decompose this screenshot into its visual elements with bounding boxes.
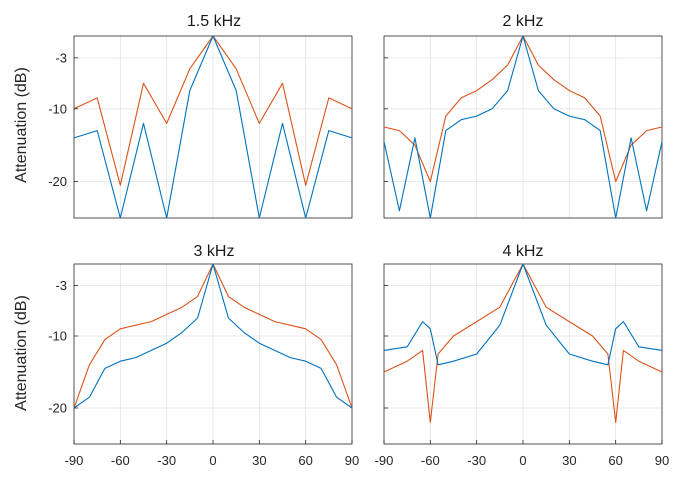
series-line-blue — [73, 263, 353, 409]
gridlines — [74, 36, 352, 218]
series-group — [383, 263, 663, 423]
subplot-1-5khz: 1.5 kHz Attenuation (dB) -3 -10 -20 — [13, 13, 353, 219]
series-group — [383, 35, 663, 219]
gridlines — [384, 36, 662, 218]
plot-area[interactable] — [73, 263, 353, 445]
subplot-title: 3 kHz — [194, 243, 235, 260]
x-tick-label: -30 — [467, 453, 486, 468]
x-tick-label: 30 — [562, 453, 576, 468]
y-tick-label: -20 — [48, 174, 67, 189]
series-group — [73, 35, 353, 219]
y-tick-labels: -3 -10 -20 — [48, 278, 78, 416]
y-tick-label: -3 — [55, 50, 67, 65]
x-tick-label: 0 — [209, 453, 216, 468]
series-group — [73, 263, 353, 409]
x-tick-label: -60 — [421, 453, 440, 468]
x-tick-labels: -90 -60 -30 0 30 60 90 — [375, 440, 669, 468]
y-tick-label: -3 — [55, 278, 67, 293]
x-tick-labels: -90 -60 -30 0 30 60 90 — [65, 440, 359, 468]
x-tick-label: -60 — [111, 453, 130, 468]
subplot-title: 1.5 kHz — [187, 13, 241, 30]
x-tick-label: 60 — [608, 453, 622, 468]
y-tick-label: -10 — [48, 101, 67, 116]
plot-area[interactable] — [383, 263, 663, 445]
plot-area[interactable] — [383, 35, 663, 219]
subplot-4khz: 4 kHz -90 -60 -30 0 30 60 90 — [375, 243, 670, 468]
y-tick-labels: -3 -10 -20 — [48, 50, 78, 189]
y-tick-labels — [384, 285, 388, 409]
series-line-blue — [383, 263, 663, 366]
x-tick-label: 30 — [252, 453, 266, 468]
x-tick-label: -30 — [157, 453, 176, 468]
y-tick-labels — [384, 57, 388, 183]
x-tick-label: 90 — [345, 453, 359, 468]
series-line-blue — [383, 35, 663, 219]
x-tick-label: 90 — [655, 453, 669, 468]
x-tick-label: -90 — [65, 453, 84, 468]
gridlines — [74, 264, 352, 444]
subplot-3khz: 3 kHz Attenuation (dB) -3 -10 -20 -90 -60 -3… — [13, 243, 359, 468]
subplot-title: 4 kHz — [503, 243, 544, 260]
y-tick-label: -20 — [48, 401, 67, 416]
subplot-title: 2 kHz — [503, 13, 544, 30]
x-tick-label: -90 — [375, 453, 394, 468]
x-tick-label: 0 — [519, 453, 526, 468]
y-axis-label: Attenuation (dB) — [13, 295, 30, 411]
subplot-2khz: 2 kHz — [383, 13, 663, 219]
series-line-blue — [73, 35, 353, 219]
y-axis-label: Attenuation (dB) — [13, 67, 30, 183]
gridlines — [384, 264, 662, 444]
plot-area[interactable] — [73, 35, 353, 219]
x-tick-label: 60 — [298, 453, 312, 468]
y-tick-label: -10 — [48, 329, 67, 344]
